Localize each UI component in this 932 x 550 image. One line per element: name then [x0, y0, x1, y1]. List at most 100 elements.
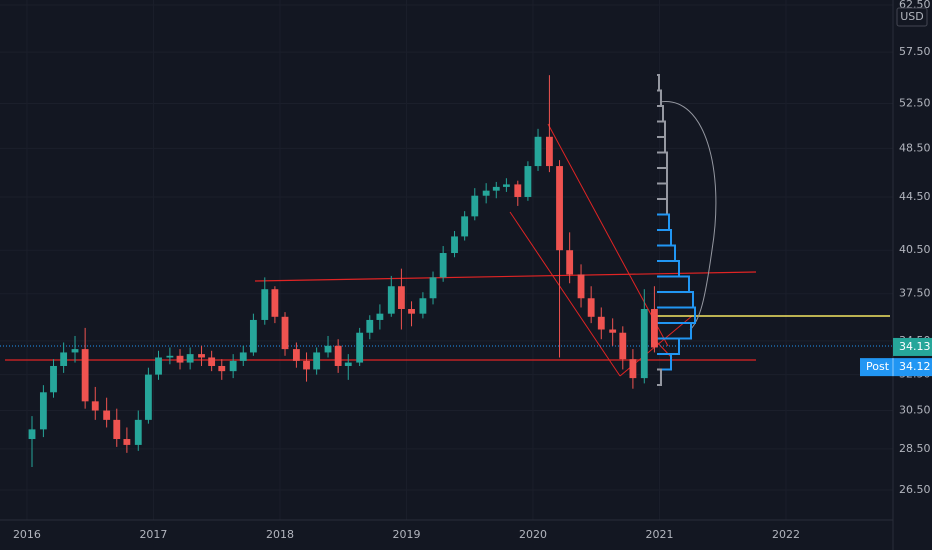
- candle-body: [28, 429, 36, 440]
- candle-body: [524, 166, 532, 197]
- profile-step: [657, 105, 664, 123]
- candle-body: [419, 298, 427, 314]
- candle-body: [545, 136, 553, 167]
- y-tick-label: 52.50: [899, 97, 931, 110]
- profile-step: [657, 136, 666, 154]
- candle-body: [208, 357, 216, 366]
- y-tick-label: 44.50: [899, 190, 931, 203]
- candle-body: [597, 316, 605, 330]
- candle-body: [556, 166, 563, 251]
- candle-body: [303, 360, 310, 370]
- candle-body: [534, 136, 542, 167]
- candle-body: [451, 236, 458, 254]
- x-tick-label: 2019: [392, 528, 420, 541]
- profile-step: [657, 353, 672, 371]
- price-label: 34.13: [899, 340, 931, 353]
- candle-body: [619, 332, 627, 360]
- candle-body: [249, 319, 257, 353]
- volume-profile: [657, 74, 696, 386]
- candle-body: [471, 195, 479, 217]
- candle-body: [103, 410, 111, 420]
- candle-body: [514, 184, 522, 197]
- x-tick-label: 2016: [13, 528, 41, 541]
- axes: 26.5028.5030.5032.5034.5037.5040.5044.50…: [13, 0, 932, 541]
- candle-body: [39, 392, 47, 430]
- candles: [28, 75, 658, 468]
- y-tick-label: 57.50: [899, 45, 931, 58]
- candle-body: [492, 186, 500, 191]
- candle-body: [176, 355, 184, 363]
- candle-body: [261, 289, 269, 320]
- currency-box: [896, 7, 928, 27]
- candle-body: [324, 345, 332, 353]
- profile-step: [657, 167, 668, 185]
- candle-body: [640, 309, 648, 379]
- candle-body: [439, 253, 447, 278]
- candle-body: [334, 345, 342, 366]
- candle-body: [356, 332, 364, 363]
- profile-step: [657, 151, 668, 169]
- y-tick-label: 48.50: [899, 141, 931, 154]
- candle-body: [186, 354, 194, 363]
- candle-body: [609, 329, 617, 333]
- candle-body: [461, 216, 469, 237]
- candle-body: [577, 274, 585, 299]
- candle-body: [239, 352, 247, 361]
- candle-body: [429, 277, 437, 299]
- candle-body: [366, 319, 374, 333]
- candle-body: [60, 352, 68, 366]
- y-tick-label: 26.50: [899, 483, 931, 496]
- candle-body: [155, 357, 162, 375]
- candle-body: [71, 349, 79, 353]
- candle-body: [482, 190, 490, 196]
- candle-body: [587, 298, 595, 317]
- x-tick-label: 2022: [772, 528, 800, 541]
- candle-body: [650, 309, 658, 348]
- profile-step: [657, 74, 660, 92]
- candle-body: [376, 313, 384, 320]
- price-label: 34.12: [899, 360, 931, 373]
- candle-body: [50, 365, 57, 393]
- candle-body: [566, 250, 574, 275]
- candle-body: [629, 359, 637, 379]
- profile-step: [657, 291, 694, 309]
- candle-body: [387, 286, 395, 314]
- price-label-box: [893, 337, 932, 356]
- profile-step: [657, 198, 668, 216]
- candle-body: [123, 439, 131, 445]
- x-tick-label: 2017: [139, 528, 167, 541]
- candle-body: [344, 362, 352, 366]
- drawings: [5, 74, 890, 386]
- wedge-line: [547, 123, 669, 347]
- candle-body: [91, 401, 99, 411]
- wedge-line: [509, 211, 621, 377]
- resistance-line: [254, 271, 757, 282]
- candle-body: [81, 349, 89, 402]
- candle-body: [271, 289, 279, 317]
- x-tick-label: 2018: [266, 528, 294, 541]
- curve-arrow: [659, 101, 717, 331]
- y-tick-label: 28.50: [899, 442, 931, 455]
- price-label-box: [860, 358, 932, 377]
- candle-body: [166, 355, 174, 358]
- candle-body: [313, 352, 321, 370]
- candle-body: [198, 354, 205, 358]
- profile-step: [657, 120, 666, 138]
- candle-body: [229, 360, 237, 372]
- y-tick-label: 37.50: [899, 287, 931, 300]
- candle-body: [408, 309, 415, 314]
- candle-body: [292, 349, 300, 361]
- candle-body: [502, 184, 510, 187]
- candle-body: [113, 419, 121, 440]
- candle-body: [281, 316, 289, 350]
- x-tick-label: 2020: [519, 528, 547, 541]
- x-tick-label: 2021: [645, 528, 673, 541]
- profile-step: [657, 368, 662, 386]
- candle-body: [218, 365, 226, 372]
- y-tick-label: 62.50: [899, 0, 931, 11]
- price-label-name: Post: [866, 360, 890, 373]
- y-tick-label: 40.50: [899, 243, 931, 256]
- candle-body: [134, 419, 142, 445]
